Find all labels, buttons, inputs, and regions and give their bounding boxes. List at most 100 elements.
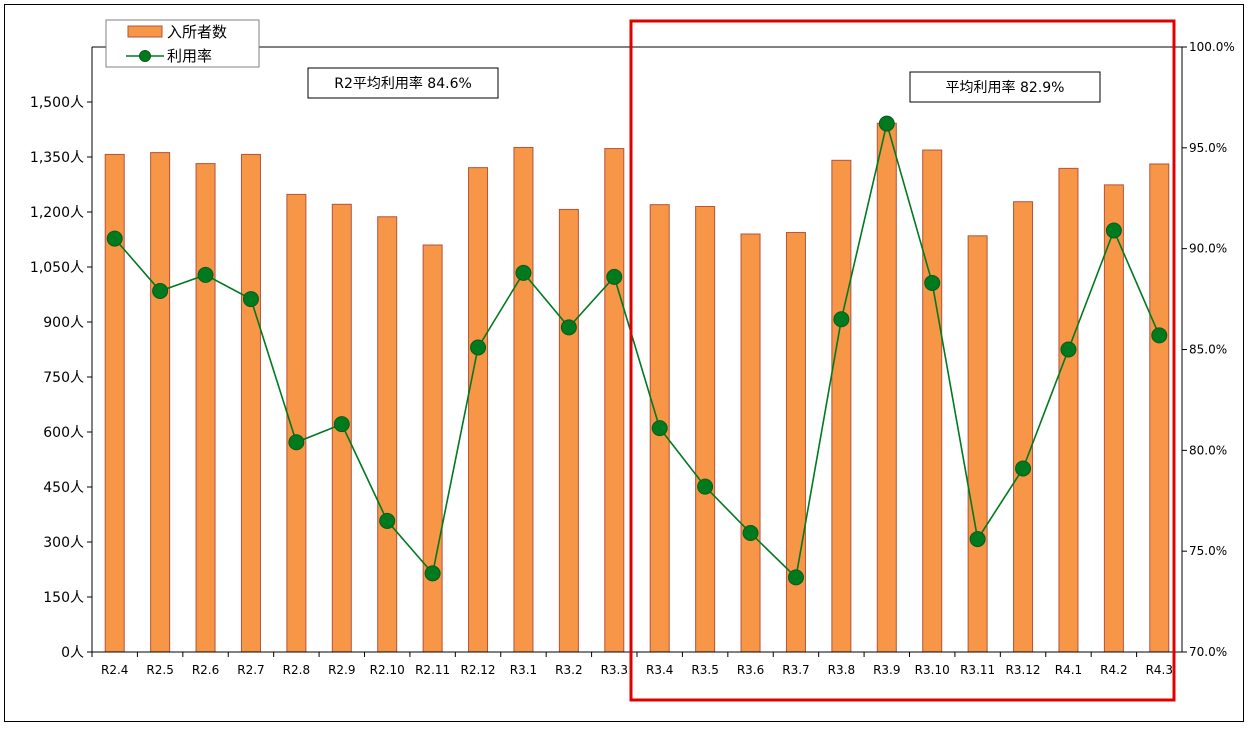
rate-point — [833, 311, 850, 328]
rate-point — [515, 264, 532, 281]
x-tick-label: R3.4 — [646, 663, 673, 677]
bar — [1013, 201, 1034, 653]
right-tick-label: 85.0% — [1189, 343, 1227, 357]
x-tick-label: R2.7 — [237, 663, 264, 677]
legend-bar-label: 入所者数 — [167, 23, 227, 41]
x-tick-label: R4.2 — [1100, 663, 1127, 677]
x-tick-label: R3.10 — [915, 663, 950, 677]
x-tick-label: R2.11 — [415, 663, 450, 677]
legend-line-marker — [139, 50, 151, 62]
bar — [468, 167, 489, 653]
rate-point — [470, 339, 487, 356]
x-tick-label: R3.11 — [960, 663, 995, 677]
rate-point — [424, 565, 441, 582]
x-tick-label: R4.3 — [1146, 663, 1173, 677]
x-tick-label: R2.5 — [146, 663, 173, 677]
x-tick-label: R3.8 — [828, 663, 855, 677]
bar — [1103, 184, 1124, 653]
x-tick-label: R2.8 — [283, 663, 310, 677]
annotation-r2-average-box — [307, 67, 499, 99]
x-tick-label: R3.5 — [691, 663, 718, 677]
rate-point — [379, 512, 396, 529]
rate-point — [742, 525, 759, 542]
left-tick-label: 1,350人 — [30, 150, 84, 166]
legend-line-label: 利用率 — [167, 47, 212, 65]
left-tick-label: 1,200人 — [30, 205, 84, 221]
bar — [150, 152, 171, 653]
bar — [967, 235, 988, 653]
line-series — [106, 115, 1168, 586]
rate-point — [152, 283, 169, 300]
left-tick-label: 900人 — [43, 315, 84, 331]
x-tick-label: R2.12 — [461, 663, 496, 677]
left-tick-label: 450人 — [43, 480, 84, 496]
bar — [876, 122, 897, 653]
left-axis: 0人 150人 300人 450人 600人 750人 900人 1,050人 1,200人 1,… — [30, 47, 93, 661]
annotation-average: 平均利用率 82.9% — [946, 79, 1065, 96]
rate-point — [1151, 327, 1168, 344]
bar — [740, 233, 761, 653]
rate-point — [924, 274, 941, 291]
right-tick-label: 90.0% — [1189, 242, 1227, 256]
bar — [785, 232, 806, 653]
rate-point — [106, 230, 123, 247]
legend-bar-swatch — [127, 25, 163, 38]
bar — [1058, 167, 1079, 653]
right-tick-label: 70.0% — [1189, 645, 1227, 659]
bar — [377, 216, 398, 653]
rate-point — [1105, 222, 1122, 239]
rate-point — [697, 478, 714, 495]
x-tick-label: R3.7 — [782, 663, 809, 677]
left-tick-label: 600人 — [43, 425, 84, 441]
annotation-average-box — [909, 71, 1101, 103]
rate-point — [197, 266, 214, 283]
bar — [240, 153, 261, 653]
bar — [831, 159, 852, 653]
x-tick-label: R2.4 — [101, 663, 128, 677]
right-axis: 70.0% 75.0% 80.0% 85.0% 90.0% 95.0% 100.0% — [1181, 40, 1235, 659]
bar — [604, 148, 625, 653]
bar — [922, 149, 943, 653]
x-tick-label: R3.6 — [737, 663, 764, 677]
x-tick-label: R3.12 — [1006, 663, 1041, 677]
rate-point — [606, 268, 623, 285]
rate-point — [878, 115, 895, 132]
bar — [104, 153, 125, 653]
left-tick-label: 300人 — [43, 535, 84, 551]
right-tick-label: 75.0% — [1189, 544, 1227, 558]
rate-point — [1015, 460, 1032, 477]
left-tick-label: 1,500人 — [30, 95, 84, 111]
annotation-r2-average: R2平均利用率 84.6% — [334, 75, 472, 92]
x-tick-label: R4.1 — [1055, 663, 1082, 677]
rate-point — [787, 569, 804, 586]
bar — [695, 206, 716, 653]
x-tick-label: R3.3 — [601, 663, 628, 677]
left-tick-label: 0人 — [61, 645, 84, 661]
bar — [422, 244, 443, 653]
right-tick-label: 80.0% — [1189, 443, 1227, 457]
x-tick-label: R2.6 — [192, 663, 219, 677]
left-tick-label: 1,050人 — [30, 260, 84, 276]
left-tick-label: 750人 — [43, 370, 84, 386]
x-tick-label: R3.2 — [555, 663, 582, 677]
right-tick-label: 95.0% — [1189, 141, 1227, 155]
rate-point — [560, 319, 577, 336]
x-tick-label: R3.1 — [510, 663, 537, 677]
rate-point — [288, 434, 305, 451]
x-tick-label: R2.9 — [328, 663, 355, 677]
x-axis: R2.4 R2.5 R2.6 R2.7 R2.8 R2.9 R2.10 R2.11 R2.12 R… — [91, 46, 1182, 677]
highlight-box — [629, 19, 1176, 702]
bar — [195, 163, 216, 653]
rate-point — [651, 420, 668, 437]
bar — [558, 208, 579, 653]
rate-point — [969, 531, 986, 548]
bar — [1149, 163, 1170, 653]
rate-point — [242, 291, 259, 308]
x-tick-label: R2.10 — [370, 663, 405, 677]
left-tick-label: 150人 — [43, 590, 84, 606]
rate-point — [333, 416, 350, 433]
rate-line — [114, 120, 1161, 580]
